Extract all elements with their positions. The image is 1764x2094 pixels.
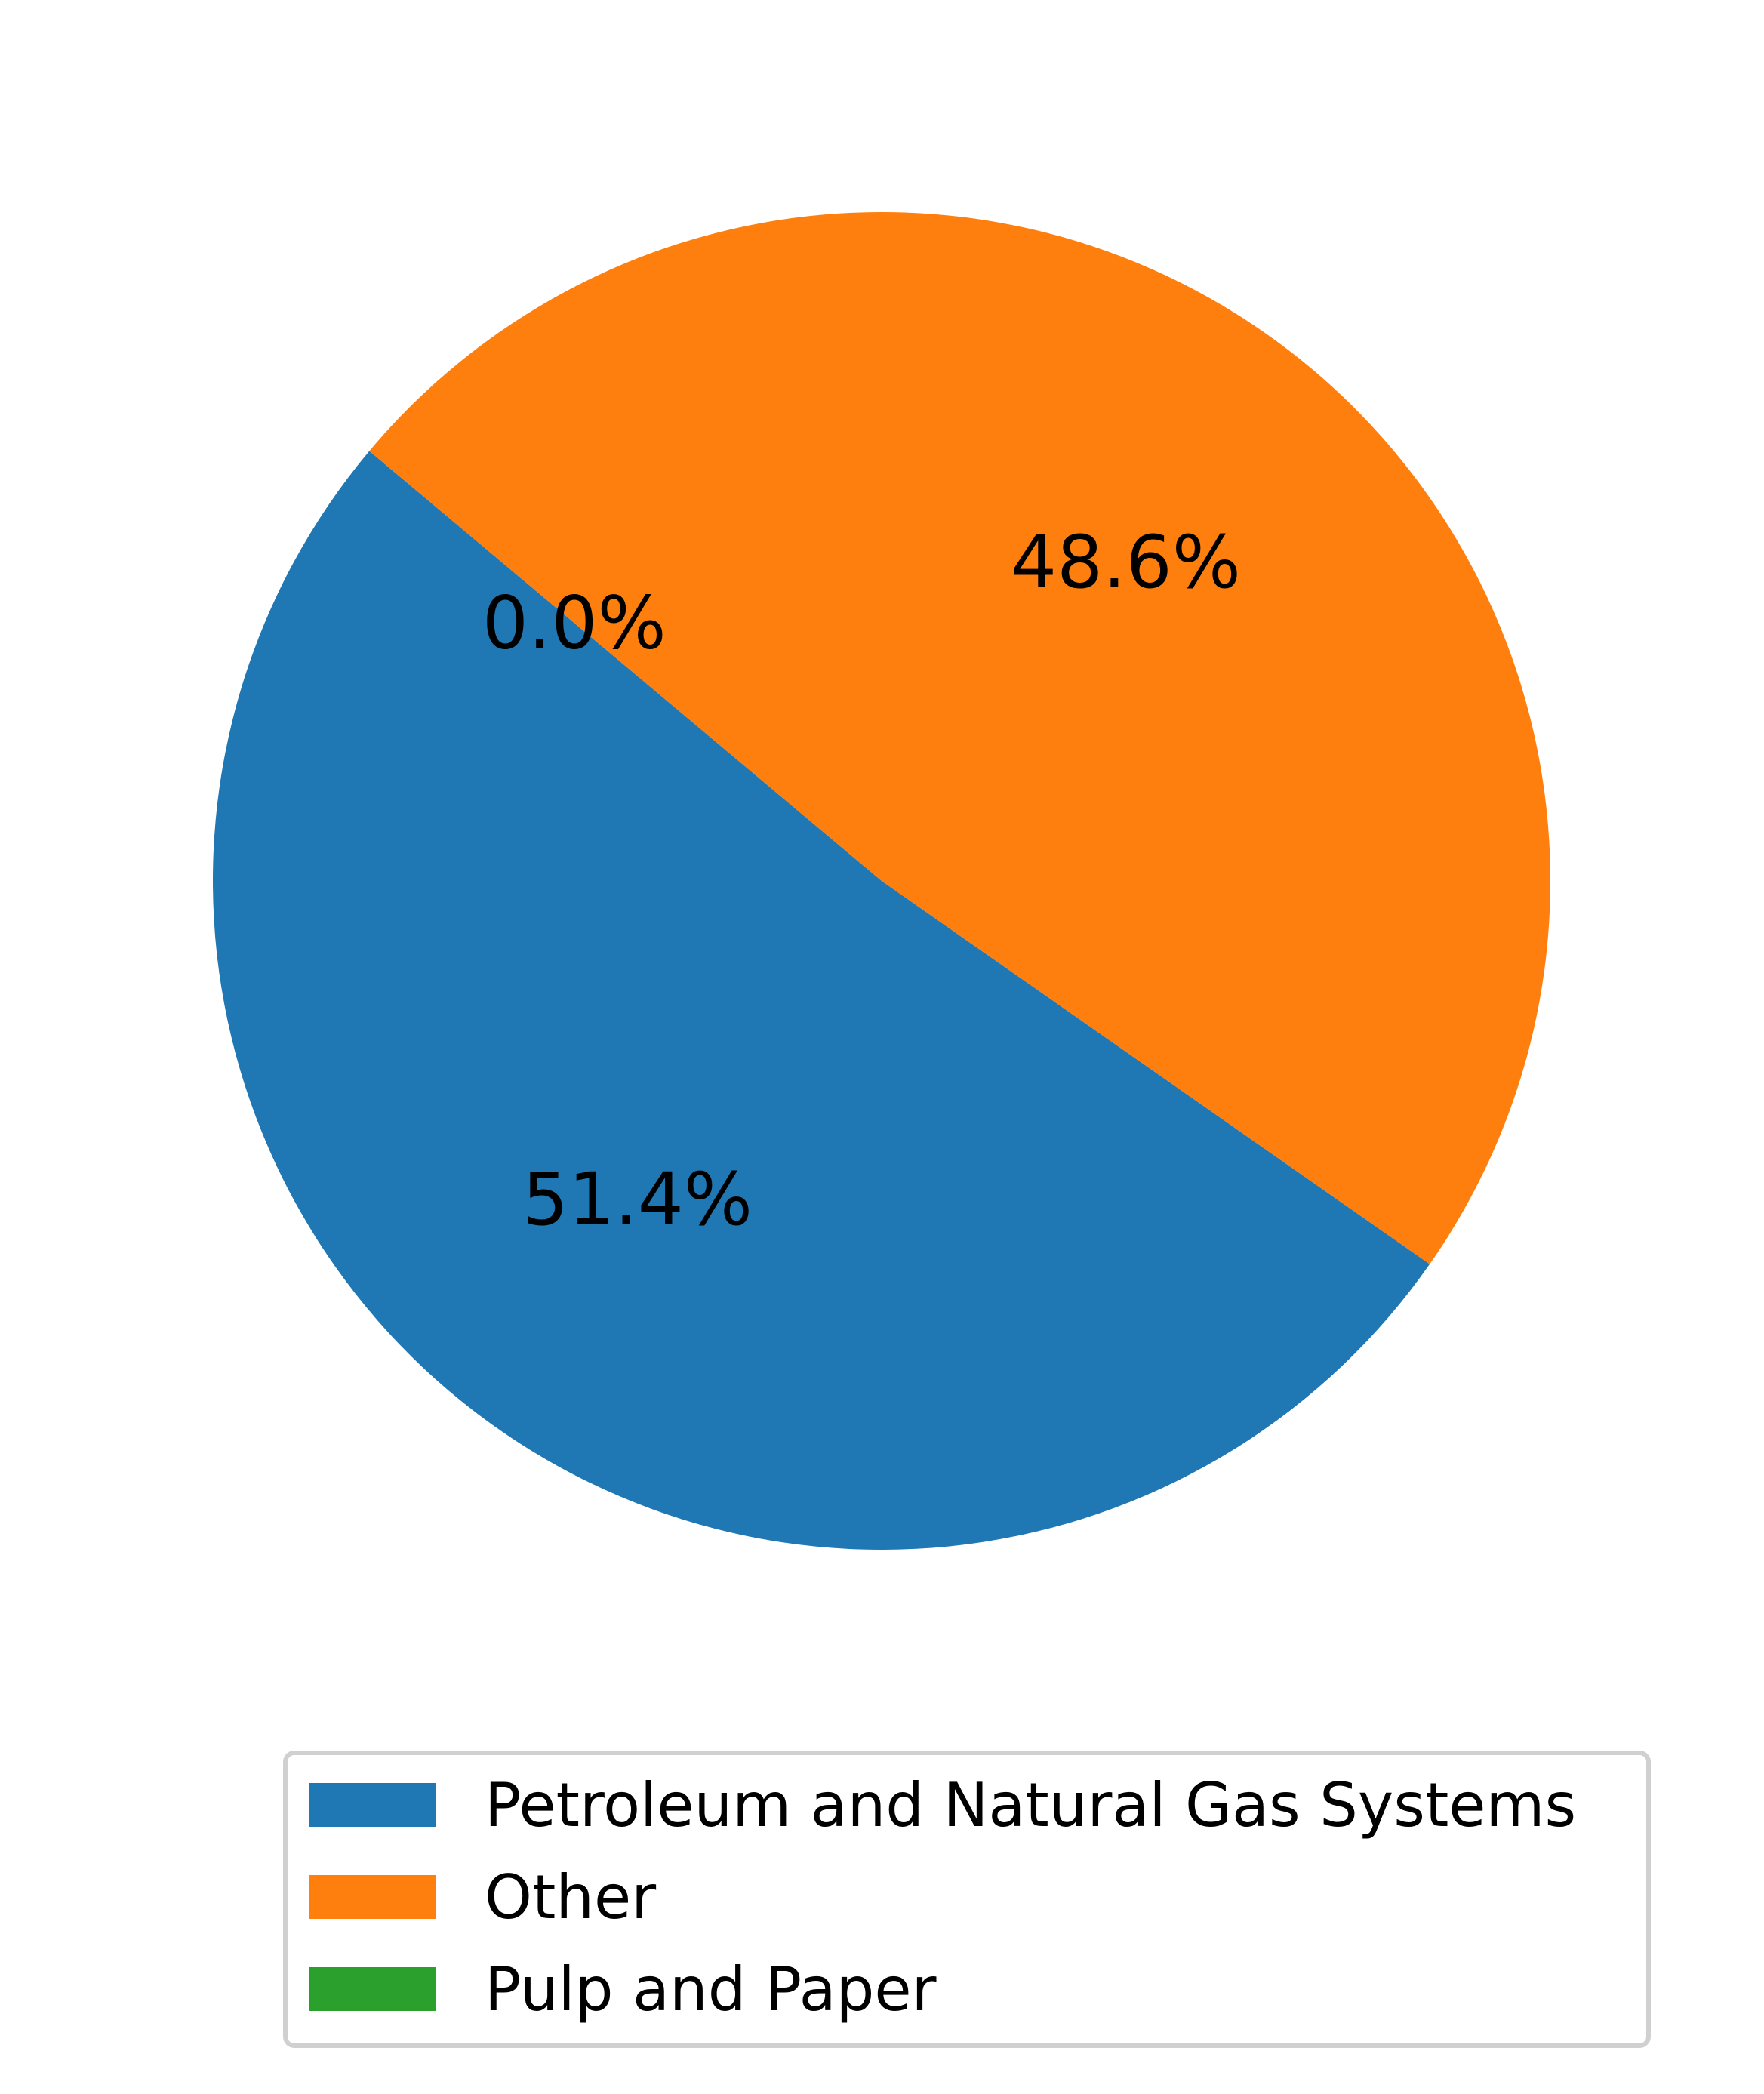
pie-slices (213, 211, 1550, 1550)
pie-pct-label-1: 48.6% (1011, 520, 1241, 605)
legend-label-0: Petroleum and Natural Gas Systems (485, 1770, 1576, 1840)
legend-label-1: Other (485, 1862, 656, 1932)
pie-pct-label-0: 51.4% (522, 1157, 753, 1242)
legend-frame (283, 1751, 1651, 2048)
legend-label-2: Pulp and Paper (485, 1954, 937, 2025)
pie-slice-1 (369, 211, 1550, 1264)
pie-slice-0 (213, 451, 1430, 1550)
pie-percent-labels: 51.4% 48.6% 0.0% (482, 520, 1241, 1242)
legend-swatch-1 (309, 1875, 436, 1919)
pie-pct-label-2: 0.0% (482, 580, 667, 665)
legend: Petroleum and Natural Gas Systems Other … (283, 1751, 1651, 2048)
legend-swatch-2 (309, 1967, 436, 2011)
legend-swatch-0 (309, 1783, 436, 1827)
